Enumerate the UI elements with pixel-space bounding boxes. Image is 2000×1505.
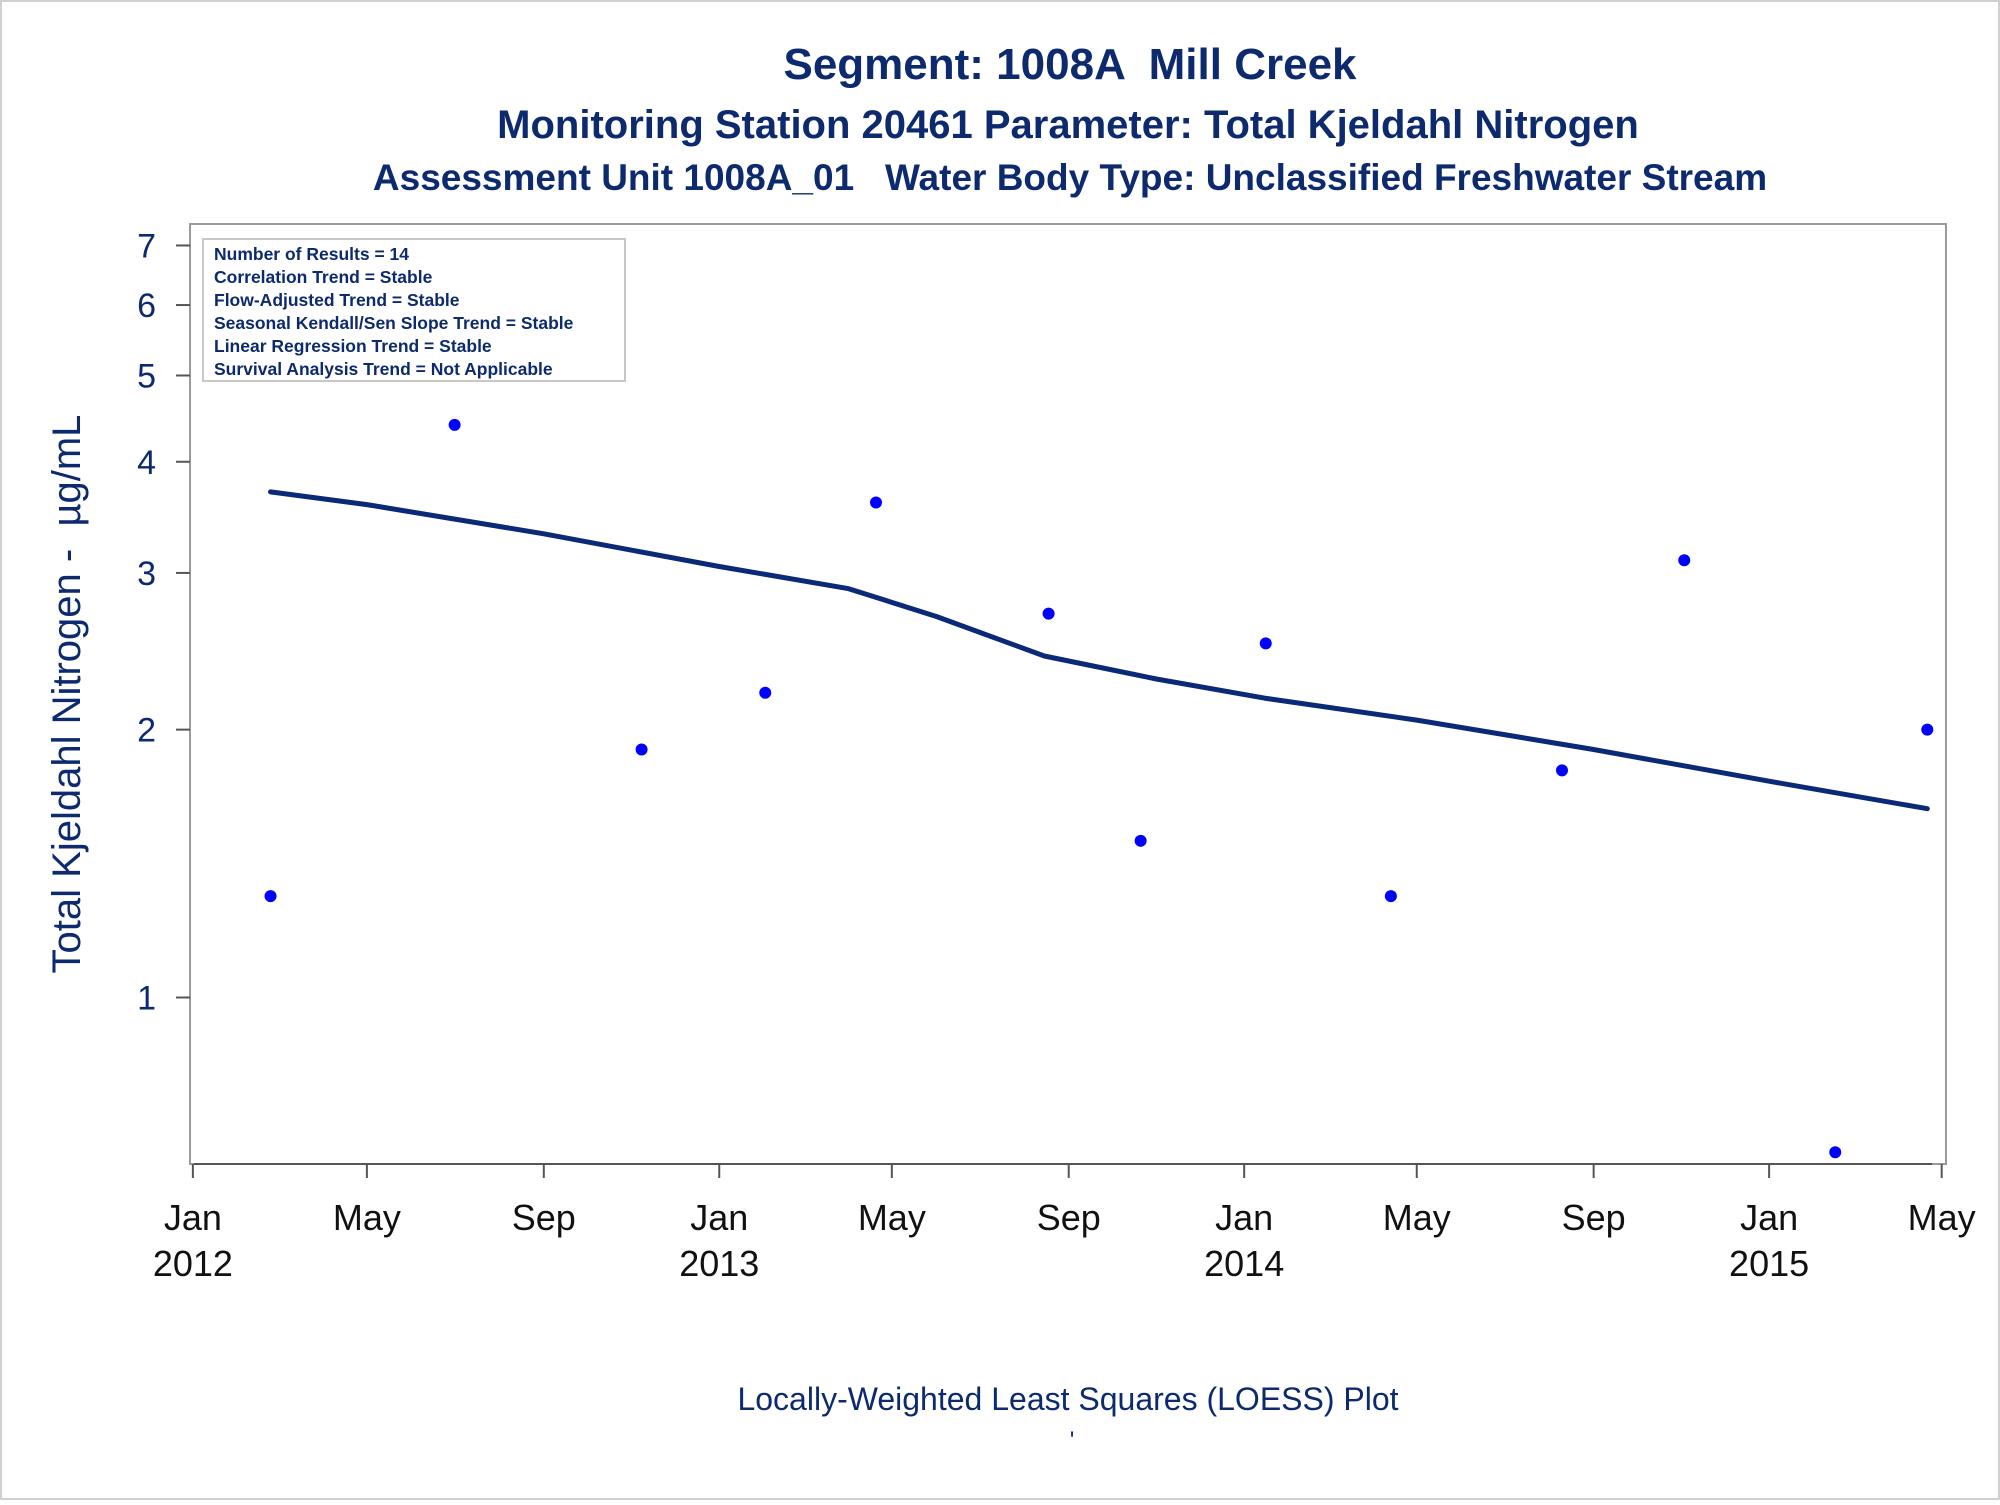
y-tick-label: 2 bbox=[137, 712, 156, 750]
data-point bbox=[448, 418, 461, 431]
y-axis-label: Total Kjeldahl Nitrogen - µg/mL bbox=[45, 415, 89, 974]
x-tick-label: May bbox=[1908, 1197, 1976, 1238]
x-tick-label: Jan bbox=[690, 1197, 748, 1238]
legend-line: Linear Regression Trend = Stable bbox=[214, 336, 492, 356]
y-tick-label: 3 bbox=[137, 555, 156, 593]
legend-frame bbox=[202, 238, 626, 382]
x-tick-label: May bbox=[333, 1197, 401, 1238]
data-point bbox=[1134, 834, 1147, 847]
y-tick-label: 1 bbox=[137, 980, 156, 1018]
data-point bbox=[1042, 607, 1055, 620]
x-axis: Jan 2012 May Sep Jan 2013 May Sep Jan 2014 May Sep J… bbox=[153, 1163, 1976, 1284]
y-tick-label: 5 bbox=[137, 358, 156, 396]
x-tick-year-label: 2013 bbox=[679, 1243, 759, 1284]
data-point bbox=[1384, 890, 1397, 903]
y-tick-label: 7 bbox=[137, 227, 156, 265]
y-tick-label: 4 bbox=[137, 444, 156, 482]
data-point bbox=[870, 496, 883, 509]
data-point bbox=[635, 743, 648, 756]
footnote-mark: ' bbox=[1070, 1427, 1075, 1454]
data-point bbox=[1921, 723, 1934, 736]
data-point bbox=[264, 890, 277, 903]
x-tick-label: May bbox=[858, 1197, 926, 1238]
legend-line: Flow-Adjusted Trend = Stable bbox=[214, 290, 460, 310]
y-axis: 1 2 3 4 5 6 7 bbox=[137, 224, 191, 1164]
chart-subtitle-2: Assessment Unit 1008A_01 Water Body Type… bbox=[373, 157, 1767, 198]
x-tick-label: Sep bbox=[512, 1197, 576, 1238]
data-point bbox=[1829, 1146, 1842, 1159]
y-tick-label: 6 bbox=[137, 287, 156, 325]
x-tick-label: Sep bbox=[1562, 1197, 1626, 1238]
chart-title: Segment: 1008A Mill Creek bbox=[783, 40, 1357, 89]
chart-subtitle: Monitoring Station 20461 Parameter: Tota… bbox=[497, 103, 1639, 147]
x-tick-year-label: 2014 bbox=[1204, 1243, 1284, 1284]
data-point bbox=[1259, 637, 1272, 650]
legend-line: Survival Analysis Trend = Not Applicable bbox=[214, 359, 553, 379]
footnote: Locally-Weighted Least Squares (LOESS) P… bbox=[737, 1381, 1398, 1417]
x-tick-label: Sep bbox=[1037, 1197, 1101, 1238]
x-tick-label: May bbox=[1383, 1197, 1451, 1238]
data-point bbox=[759, 686, 772, 699]
x-tick-year-label: 2012 bbox=[153, 1243, 233, 1284]
loess-curve-group bbox=[268, 489, 1930, 812]
x-tick-label: Jan bbox=[1215, 1197, 1273, 1238]
legend-line: Number of Results = 14 bbox=[214, 244, 409, 264]
trend-legend: Number of Results = 14 Correlation Trend … bbox=[202, 238, 626, 382]
data-point bbox=[1556, 764, 1569, 777]
legend-line: Seasonal Kendall/Sen Slope Trend = Stabl… bbox=[214, 313, 574, 333]
x-tick-year-label: 2015 bbox=[1729, 1243, 1809, 1284]
x-tick-label: Jan bbox=[164, 1197, 222, 1238]
x-tick-label: Jan bbox=[1740, 1197, 1798, 1238]
legend-line: Correlation Trend = Stable bbox=[214, 267, 433, 287]
loess-curve bbox=[268, 489, 1930, 812]
data-point bbox=[1678, 554, 1691, 567]
